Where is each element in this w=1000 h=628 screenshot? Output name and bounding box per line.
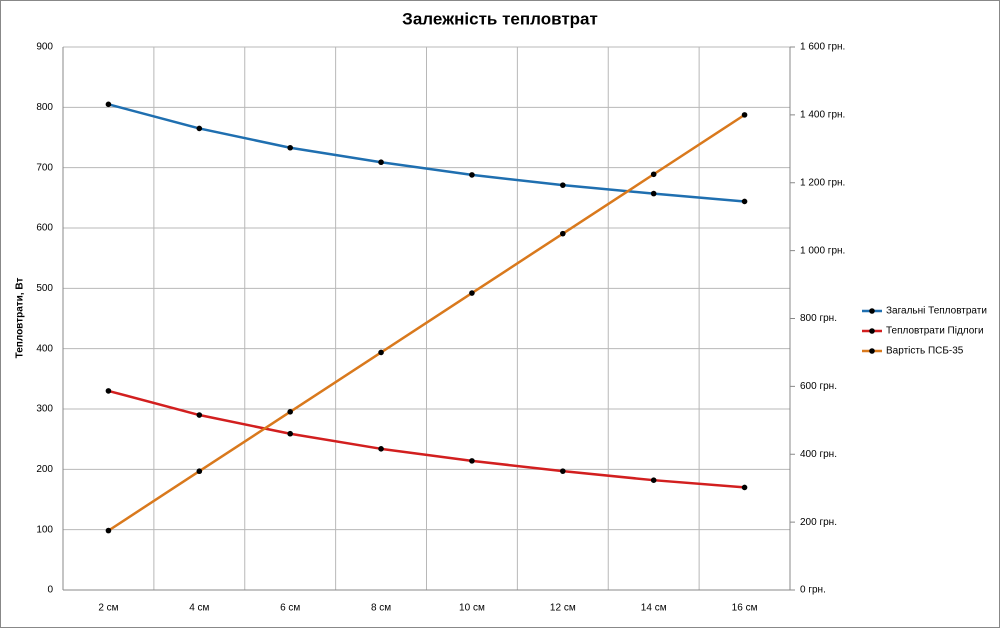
y-tick-label: 100: [36, 524, 53, 535]
y2-tick-label: 1 600 грн.: [800, 42, 845, 53]
y-tick-label: 700: [36, 162, 53, 173]
data-point: [287, 430, 293, 437]
y2-tick-label: 400 грн.: [800, 449, 837, 460]
x-tick-label: 14 см: [641, 603, 667, 614]
data-point: [560, 468, 566, 474]
chart-title: Залежність тепловтрат: [402, 9, 598, 28]
legend-marker: [869, 348, 875, 354]
y2-tick-label: 800 грн.: [800, 313, 837, 324]
data-point: [560, 182, 566, 188]
y-tick-label: 800: [36, 102, 53, 113]
x-tick-label: 10 см: [459, 603, 485, 614]
y-tick-label: 900: [36, 42, 53, 53]
data-point: [741, 484, 748, 491]
data-point: [741, 198, 748, 205]
data-point: [469, 458, 475, 464]
data-point: [741, 112, 748, 118]
data-point: [196, 125, 203, 132]
data-point: [196, 412, 203, 418]
y2-tick-label: 1 200 грн.: [800, 177, 845, 188]
data-point: [378, 159, 384, 166]
y2-tick-label: 600 грн.: [800, 381, 837, 392]
y-tick-label: 400: [36, 343, 53, 354]
legend-marker: [869, 308, 875, 314]
legend-label: Тепловтрати Підлоги: [886, 326, 984, 337]
data-point: [650, 477, 657, 483]
legend-label: Загальні Тепловтрати: [886, 306, 987, 317]
legend-marker: [869, 328, 875, 334]
data-point: [287, 409, 293, 415]
series-line: [108, 103, 745, 203]
data-point: [378, 349, 384, 356]
y2-tick-label: 1 400 грн.: [800, 110, 845, 121]
y-tick-label: 500: [36, 283, 53, 294]
legend-label: Вартість ПСБ-35: [886, 346, 964, 357]
data-point: [105, 388, 112, 394]
data-point: [378, 446, 384, 452]
x-tick-label: 8 см: [371, 603, 391, 614]
y-tick-label: 300: [36, 404, 53, 415]
x-tick-label: 12 см: [550, 603, 576, 614]
data-point: [196, 468, 203, 475]
y-axis-title: Тепловтрати, Вт: [15, 278, 26, 359]
x-tick-label: 16 см: [732, 603, 758, 614]
y-tick-label: 0: [47, 585, 53, 596]
data-point: [105, 527, 112, 534]
y-tick-label: 200: [36, 464, 53, 475]
data-point: [469, 290, 475, 296]
data-point: [105, 101, 112, 108]
data-point: [650, 190, 657, 197]
y-tick-label: 600: [36, 223, 53, 234]
x-tick-label: 4 см: [189, 603, 209, 614]
series-line: [107, 113, 746, 532]
y2-tick-label: 200 грн.: [800, 517, 837, 528]
data-point: [287, 144, 293, 151]
series-line: [108, 389, 745, 489]
y2-tick-label: 1 000 грн.: [800, 245, 845, 256]
x-tick-label: 6 см: [280, 603, 300, 614]
data-point: [650, 171, 657, 178]
data-point: [560, 230, 566, 237]
data-point: [469, 172, 475, 178]
x-tick-label: 2 см: [98, 603, 118, 614]
y2-tick-label: 0 грн.: [800, 585, 826, 596]
